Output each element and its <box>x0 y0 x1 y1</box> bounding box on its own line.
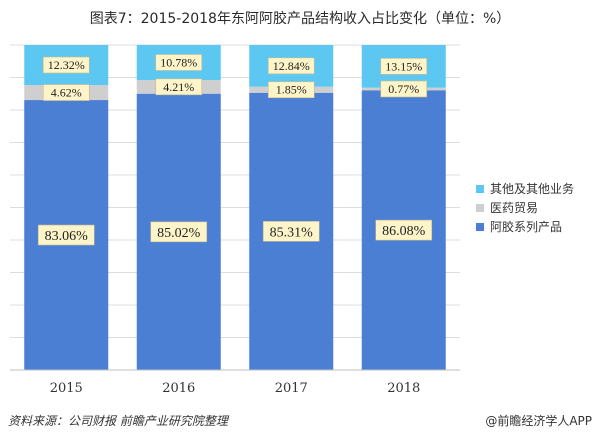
data-label-text: 83.06% <box>45 229 89 244</box>
data-label-text: 0.77% <box>388 82 419 96</box>
source-note: 资料来源：公司财报 前瞻产业研究院整理 <box>8 414 228 428</box>
x-tick-label-2017: 2017 <box>275 381 308 396</box>
data-label-2016-series-2: 4.21% <box>155 78 203 96</box>
data-label-2017-series-2: 1.85% <box>267 81 315 99</box>
data-label-box <box>155 78 203 96</box>
data-label-text: 86.08% <box>382 224 426 239</box>
data-label-box <box>375 219 433 241</box>
data-label-text: 1.85% <box>276 83 307 97</box>
data-label-text: 12.32% <box>48 58 85 72</box>
data-label-text: 4.62% <box>51 86 82 100</box>
x-axis: 2015 2016 2017 2018 <box>10 369 460 396</box>
data-label-box <box>380 58 428 75</box>
data-label-text: 85.31% <box>270 225 314 240</box>
x-tick-label-2016: 2016 <box>162 381 195 396</box>
data-label-2017-series-1: 85.31% <box>262 221 320 242</box>
data-label-2015-series-3: 12.32% <box>42 56 90 74</box>
legend-label: 其他及其他业务 <box>490 181 574 196</box>
data-label-2016-series-3: 10.78% <box>155 54 203 71</box>
data-label-text: 12.84% <box>273 59 310 73</box>
legend-label: 阿胶系列产品 <box>490 219 562 234</box>
data-label-box <box>150 221 208 243</box>
data-label-text: 4.21% <box>163 80 194 94</box>
brand-credit: @前瞻经济学人APP <box>485 414 592 428</box>
data-label-2017-series-3: 12.84% <box>267 57 315 75</box>
legend-swatch <box>476 185 484 193</box>
data-label-box <box>267 81 315 99</box>
legend-item-1: 其他及其他业务 <box>476 181 574 196</box>
data-label-box <box>42 84 90 101</box>
data-label-box <box>267 57 315 75</box>
legend-item-2: 医药贸易 <box>476 201 538 215</box>
legend-swatch <box>476 223 484 231</box>
chart-title: 图表7：2015-2018年东阿阿胶产品结构收入占比变化（单位：%） <box>89 11 511 27</box>
data-label-text: 85.02% <box>157 226 201 241</box>
data-label-text: 10.78% <box>160 55 197 69</box>
legend-label: 医药贸易 <box>490 201 538 215</box>
x-tick-label-2015: 2015 <box>50 381 83 396</box>
data-label-2018-series-3: 13.15% <box>380 58 428 75</box>
data-label-text: 13.15% <box>385 59 422 73</box>
data-label-2018-series-1: 86.08% <box>375 219 433 241</box>
data-label-box <box>380 80 428 98</box>
legend-item-3: 阿胶系列产品 <box>476 219 562 234</box>
data-label-2015-series-2: 4.62% <box>42 84 90 101</box>
data-label-2015-series-1: 83.06% <box>37 224 95 246</box>
data-label-2016-series-1: 85.02% <box>150 221 208 243</box>
data-label-box <box>155 54 203 71</box>
data-label-box <box>37 224 95 246</box>
data-labels: 83.06% 4.62% 12.32% 85.02% 4.21% 10.78% 85.31%… <box>37 54 433 246</box>
data-label-box <box>42 56 90 74</box>
x-tick-label-2018: 2018 <box>387 381 420 396</box>
data-label-box <box>262 221 320 242</box>
legend-swatch <box>476 204 484 212</box>
data-label-2018-series-2: 0.77% <box>380 80 428 98</box>
